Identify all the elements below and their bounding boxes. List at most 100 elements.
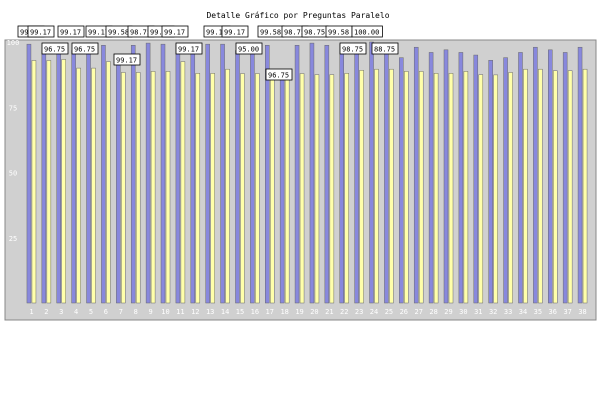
bar-a-13 [205,43,210,304]
data-label-box [351,25,383,38]
data-label: 96.75 [44,46,65,54]
bar-a-25 [384,50,389,304]
data-label: 88.75 [374,46,395,54]
bar-a-19 [294,45,300,304]
data-label: 98.75 [130,29,151,37]
bar-a-35 [533,46,538,304]
bar-a-18 [279,71,285,304]
bar-a-20 [309,42,315,304]
data-label: 99.58 [260,29,281,37]
bar-b-12 [195,73,201,304]
data-label: 99.17 [116,57,137,65]
bar-b-8 [135,72,141,304]
bars-layer [26,41,588,304]
bar-b-14 [225,68,230,304]
data-label: 98.75 [284,29,305,37]
x-tick-label: 2 [44,308,48,316]
x-tick-label: 33 [504,308,512,316]
bar-b-25 [389,68,394,304]
bar-b-7 [121,72,126,304]
data-label-box [265,68,293,81]
bar-b-28 [433,73,439,304]
bar-a-38 [577,46,583,304]
bar-b-13 [210,73,215,304]
data-label-box [221,25,249,38]
x-tick-label: 29 [444,308,452,316]
x-tick-label: 18 [280,308,288,316]
data-label-box [339,42,367,55]
x-tick-label: 7 [119,308,123,316]
bar-b-33 [508,72,513,304]
bar-a-28 [428,52,434,304]
x-tick-label: 26 [400,308,408,316]
data-labels-layer: 99.1799.1799.1799.1799.5898.7599.5899.17… [17,25,399,81]
bar-b-15 [240,73,245,304]
y-tick-label: 75 [9,104,17,112]
bar-b-23 [359,70,364,304]
x-tick-label: 3 [59,308,63,316]
bar-a-36 [548,49,553,304]
bar-b-36 [553,70,558,304]
x-tick-label: 6 [104,308,108,316]
x-tick-label: 35 [534,308,542,316]
bar-a-14 [220,43,225,304]
x-tick-label: 25 [385,308,393,316]
bar-a-37 [562,52,568,304]
bar-a-17 [265,45,270,304]
y-tick-label: 100 [7,39,20,47]
data-label: 99.58 [108,29,129,37]
x-tick-label: 20 [310,308,318,316]
bar-a-29 [443,49,449,304]
x-tick-label: 22 [340,308,348,316]
bar-b-21 [329,74,335,304]
x-tick-label: 11 [176,308,184,316]
x-tick-label: 15 [236,308,244,316]
data-label: 99.58 [150,29,171,37]
x-tick-label: 38 [578,308,586,316]
x-tick-label: 19 [295,308,303,316]
data-label: 98.75 [342,46,363,54]
x-tick-label: 28 [429,308,437,316]
bar-b-19 [299,73,305,304]
bar-a-27 [413,46,419,304]
bar-b-29 [448,73,454,304]
x-tick-label: 36 [549,308,557,316]
bar-a-7 [116,54,121,304]
data-label: 99.17 [164,29,185,37]
x-tick-label: 4 [74,308,78,316]
bar-b-34 [523,68,528,304]
x-tick-label: 34 [519,308,527,316]
bar-a-1 [26,43,32,304]
bar-b-17 [270,70,275,304]
bar-b-32 [493,74,498,304]
data-label: 99.17 [88,29,109,37]
bar-b-27 [418,71,424,304]
data-label: 96.75 [74,46,95,54]
data-label-box [371,42,399,55]
bar-a-3 [56,43,61,304]
bar-a-6 [101,45,106,304]
bar-a-32 [488,60,493,304]
bar-b-16 [255,73,260,304]
bar-b-20 [314,74,320,304]
bar-b-22 [344,73,349,304]
x-tick-label: 17 [266,308,274,316]
bar-a-31 [473,54,479,304]
bar-a-23 [354,42,359,304]
data-label-box [57,25,85,38]
bar-b-26 [404,71,409,304]
data-label-box [71,42,99,55]
bar-b-18 [284,73,290,304]
bar-b-38 [582,68,588,304]
x-tick-label: 12 [191,308,199,316]
data-label-box [27,25,55,38]
bar-a-9 [145,42,151,304]
data-label: 95.00 [238,46,259,54]
bar-b-2 [46,60,52,304]
bar-a-8 [130,45,136,304]
x-tick-label: 9 [148,308,152,316]
x-ticks-layer: 1 2 3 4 5 6 7 8 9 10 11 12 13 14 15 16 17 18 19 20 21 22 23 24 2… [29,308,586,316]
x-tick-label: 30 [459,308,467,316]
data-label: 99.58 [328,29,349,37]
